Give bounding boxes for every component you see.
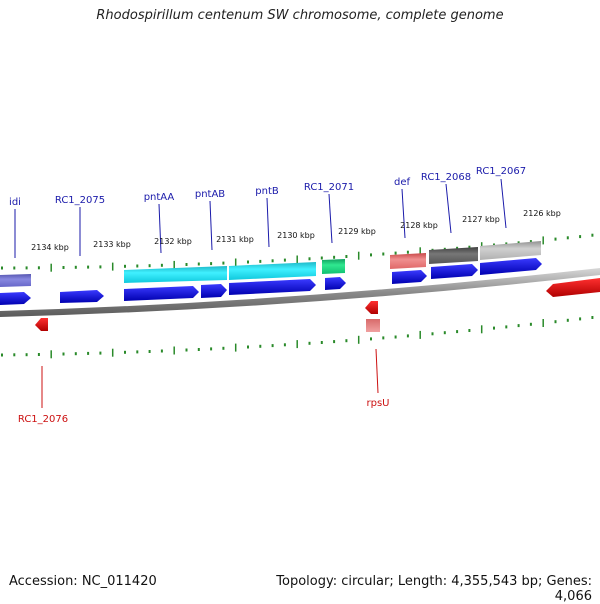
scale-labels: 2134 kbp 2133 kbp 2132 kbp 2131 kbp 2130… <box>31 209 561 252</box>
gene-label: RC1_2068 <box>421 172 471 183</box>
feature-block-pntB <box>229 262 316 280</box>
gene-label: RC1_2071 <box>304 182 354 193</box>
feature-block-RC1_2068 <box>429 247 478 264</box>
accession-text: Accession: NC_011420 <box>9 574 157 589</box>
gene-label: pntAB <box>195 189 225 200</box>
gene-label: idi <box>9 197 21 208</box>
gene-arrow-right-edge <box>546 278 600 297</box>
gene-labels-bottom: RC1_2076 rpsU <box>18 398 390 425</box>
scale-label: 2127 kbp <box>462 215 500 224</box>
gene-arrow-RC1_2075 <box>60 290 104 303</box>
gene-label: RC1_2067 <box>476 166 526 177</box>
gene-label: pntAA <box>144 192 175 203</box>
feature-block-rpsU <box>366 319 380 332</box>
gene-label: rpsU <box>367 398 390 409</box>
scale-label: 2133 kbp <box>93 240 131 249</box>
feature-block-pntAA <box>124 266 227 283</box>
feature-block-RC1_2067 <box>480 241 541 260</box>
forward-genes <box>0 258 542 305</box>
scale-ticks-inner <box>1 316 594 359</box>
gene-arrow-rpsU <box>365 301 378 314</box>
gene-arrow-RC1_2067 <box>480 258 542 275</box>
scale-ticks-outer <box>1 233 594 272</box>
gene-arrow-RC1_2076 <box>35 318 48 331</box>
scale-label: 2134 kbp <box>31 243 69 252</box>
map-title: Rhodospirillum centenum SW chromosome, c… <box>96 8 504 23</box>
gene-arrow-pntAB <box>201 284 227 298</box>
label-leaders <box>14 178 507 408</box>
scale-label: 2128 kbp <box>400 221 438 230</box>
gene-arrow-RC1_2071 <box>325 277 346 290</box>
gene-arrow-pntB <box>229 279 316 295</box>
chromosome-backbone <box>0 268 600 317</box>
gene-arrow-def <box>392 270 427 284</box>
feature-block-RC1_2071 <box>322 259 345 274</box>
gene-arrow-RC1_2068 <box>431 264 478 279</box>
scale-label: 2132 kbp <box>154 237 192 246</box>
gene-label: RC1_2076 <box>18 414 68 425</box>
feature-block-def <box>390 253 426 269</box>
gene-arrow-pntAA <box>124 286 199 301</box>
gene-label: RC1_2075 <box>55 195 105 206</box>
feature-blocks <box>0 241 541 287</box>
scale-label: 2129 kbp <box>338 227 376 236</box>
feature-block-idi <box>0 274 31 287</box>
gene-label: def <box>394 177 411 188</box>
gene-label: pntB <box>255 186 279 197</box>
scale-label: 2131 kbp <box>216 235 254 244</box>
reverse-genes <box>35 278 600 332</box>
scale-label: 2126 kbp <box>523 209 561 218</box>
gene-labels-top: idi RC1_2075 pntAA pntAB pntB RC1_2071 d… <box>9 166 526 208</box>
gene-arrow-idi <box>0 292 31 305</box>
scale-label: 2130 kbp <box>277 231 315 240</box>
